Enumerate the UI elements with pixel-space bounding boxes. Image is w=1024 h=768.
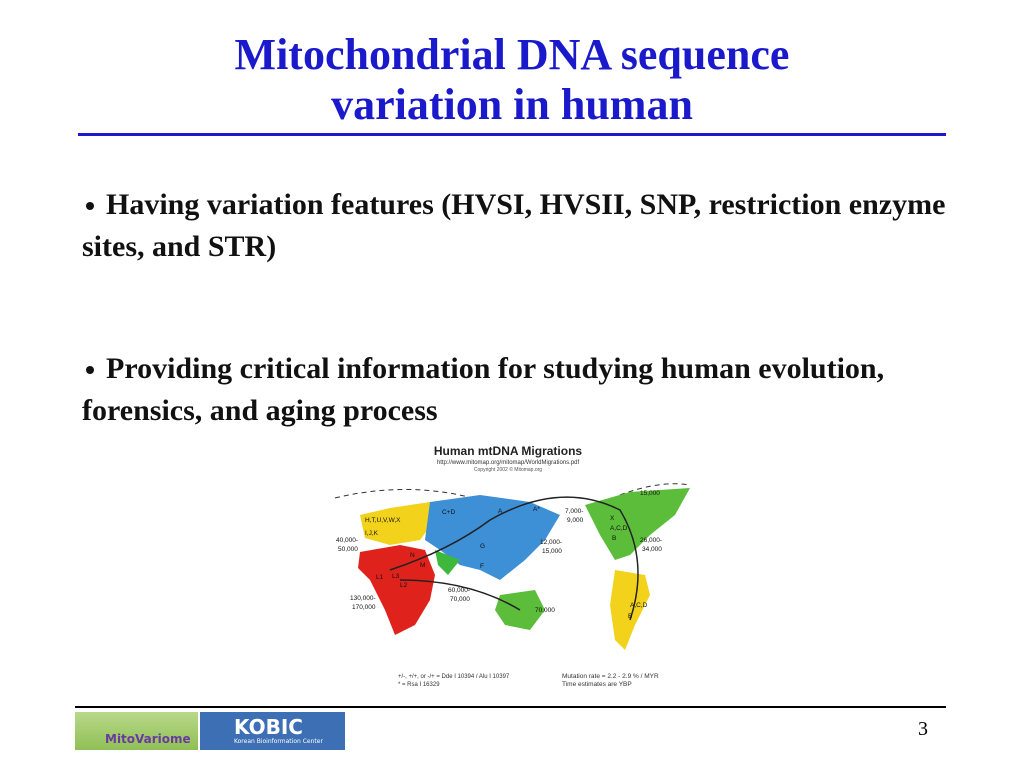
map-label: L1 bbox=[376, 574, 384, 581]
map-label: A,C,D bbox=[630, 602, 648, 609]
map-label: L3 bbox=[392, 573, 400, 580]
map-label: N bbox=[410, 552, 415, 559]
map-note: Mutation rate = 2.2 - 2.9 % / MYR bbox=[562, 673, 659, 680]
map-label: M bbox=[420, 562, 425, 569]
map-label: X bbox=[610, 515, 615, 522]
map-label: 50,000 bbox=[338, 546, 358, 553]
logo-text: KOBIC bbox=[234, 715, 303, 739]
map-label: 12,000- bbox=[540, 539, 562, 546]
map-label: 15,000 bbox=[640, 490, 660, 497]
map-label: C+D bbox=[442, 509, 455, 516]
map-label: 170,000 bbox=[352, 604, 376, 611]
india bbox=[435, 550, 460, 575]
map-label: 9,000 bbox=[567, 517, 584, 524]
bullet: Providing critical information for study… bbox=[82, 348, 952, 432]
bullet: Having variation features (HVSI, HVSII, … bbox=[82, 184, 952, 268]
map-label: 70,000 bbox=[535, 607, 555, 614]
map-note: * = Rsa I 16329 bbox=[398, 682, 440, 688]
south-america bbox=[610, 570, 650, 650]
logo-text: MitoVariome bbox=[105, 732, 191, 746]
africa bbox=[358, 545, 435, 635]
map-label: L2 bbox=[400, 582, 408, 589]
map-label: 40,000- bbox=[336, 537, 358, 544]
map-label: B bbox=[628, 613, 632, 620]
title-line: Mitochondrial DNA sequence bbox=[234, 30, 790, 79]
migration-map: Human mtDNA Migrations http://www.mitoma… bbox=[334, 444, 691, 688]
map-label: A,C,D bbox=[610, 525, 628, 532]
logo-mitovariome: MitoVariome bbox=[75, 712, 198, 750]
migration-arrow bbox=[399, 579, 521, 611]
map-label: 15,000 bbox=[542, 548, 562, 555]
title-rule bbox=[78, 133, 946, 136]
footer-rule bbox=[75, 706, 946, 708]
map-label: I,J,K bbox=[365, 530, 379, 537]
map-url: http://www.mitomap.org/mitomap/WorldMigr… bbox=[437, 460, 580, 466]
logo-subtext: Korean Bioinformation Center bbox=[234, 738, 323, 745]
map-note: +/-, +/+, or -/+ = Dde I 10394 / Alu I 1… bbox=[398, 674, 510, 680]
map-label: 34,000 bbox=[642, 546, 662, 553]
map-label: G bbox=[480, 543, 485, 550]
map-label: 60,000- bbox=[448, 587, 470, 594]
map-label: A* bbox=[533, 506, 540, 513]
migration-arrow bbox=[389, 496, 639, 621]
map-label: 7,000- bbox=[565, 508, 583, 515]
logo-kobic: KOBIC Korean Bioinformation Center bbox=[200, 712, 345, 750]
bullet-text: Having variation features (HVSI, HVSII, … bbox=[82, 188, 946, 263]
page-number: 3 bbox=[918, 718, 928, 740]
map-label: B bbox=[612, 535, 616, 542]
europe bbox=[360, 502, 435, 545]
map-label: A bbox=[498, 508, 503, 515]
bullet-text: Providing critical information for study… bbox=[82, 352, 885, 427]
ice-line bbox=[619, 483, 691, 496]
bullet-dot bbox=[86, 202, 94, 210]
north-america bbox=[585, 488, 690, 560]
ice-line bbox=[334, 488, 481, 501]
map-label: 70,000 bbox=[450, 596, 470, 603]
map-copyright: Copyright 2002 © Mitomap.org bbox=[474, 466, 542, 473]
map-note: Time estimates are YBP bbox=[562, 681, 632, 688]
map-title: Human mtDNA Migrations bbox=[434, 444, 583, 458]
map-label: 130,000- bbox=[350, 595, 376, 602]
title-line: variation in human bbox=[331, 80, 693, 129]
map-label: 26,000- bbox=[640, 537, 662, 544]
map-label: H,T,U,V,W,X bbox=[365, 517, 401, 524]
map-label: F bbox=[480, 563, 484, 570]
bullet-dot bbox=[86, 366, 94, 374]
slide-title: Mitochondrial DNA sequence variation in … bbox=[0, 30, 1024, 130]
asia bbox=[425, 495, 560, 580]
